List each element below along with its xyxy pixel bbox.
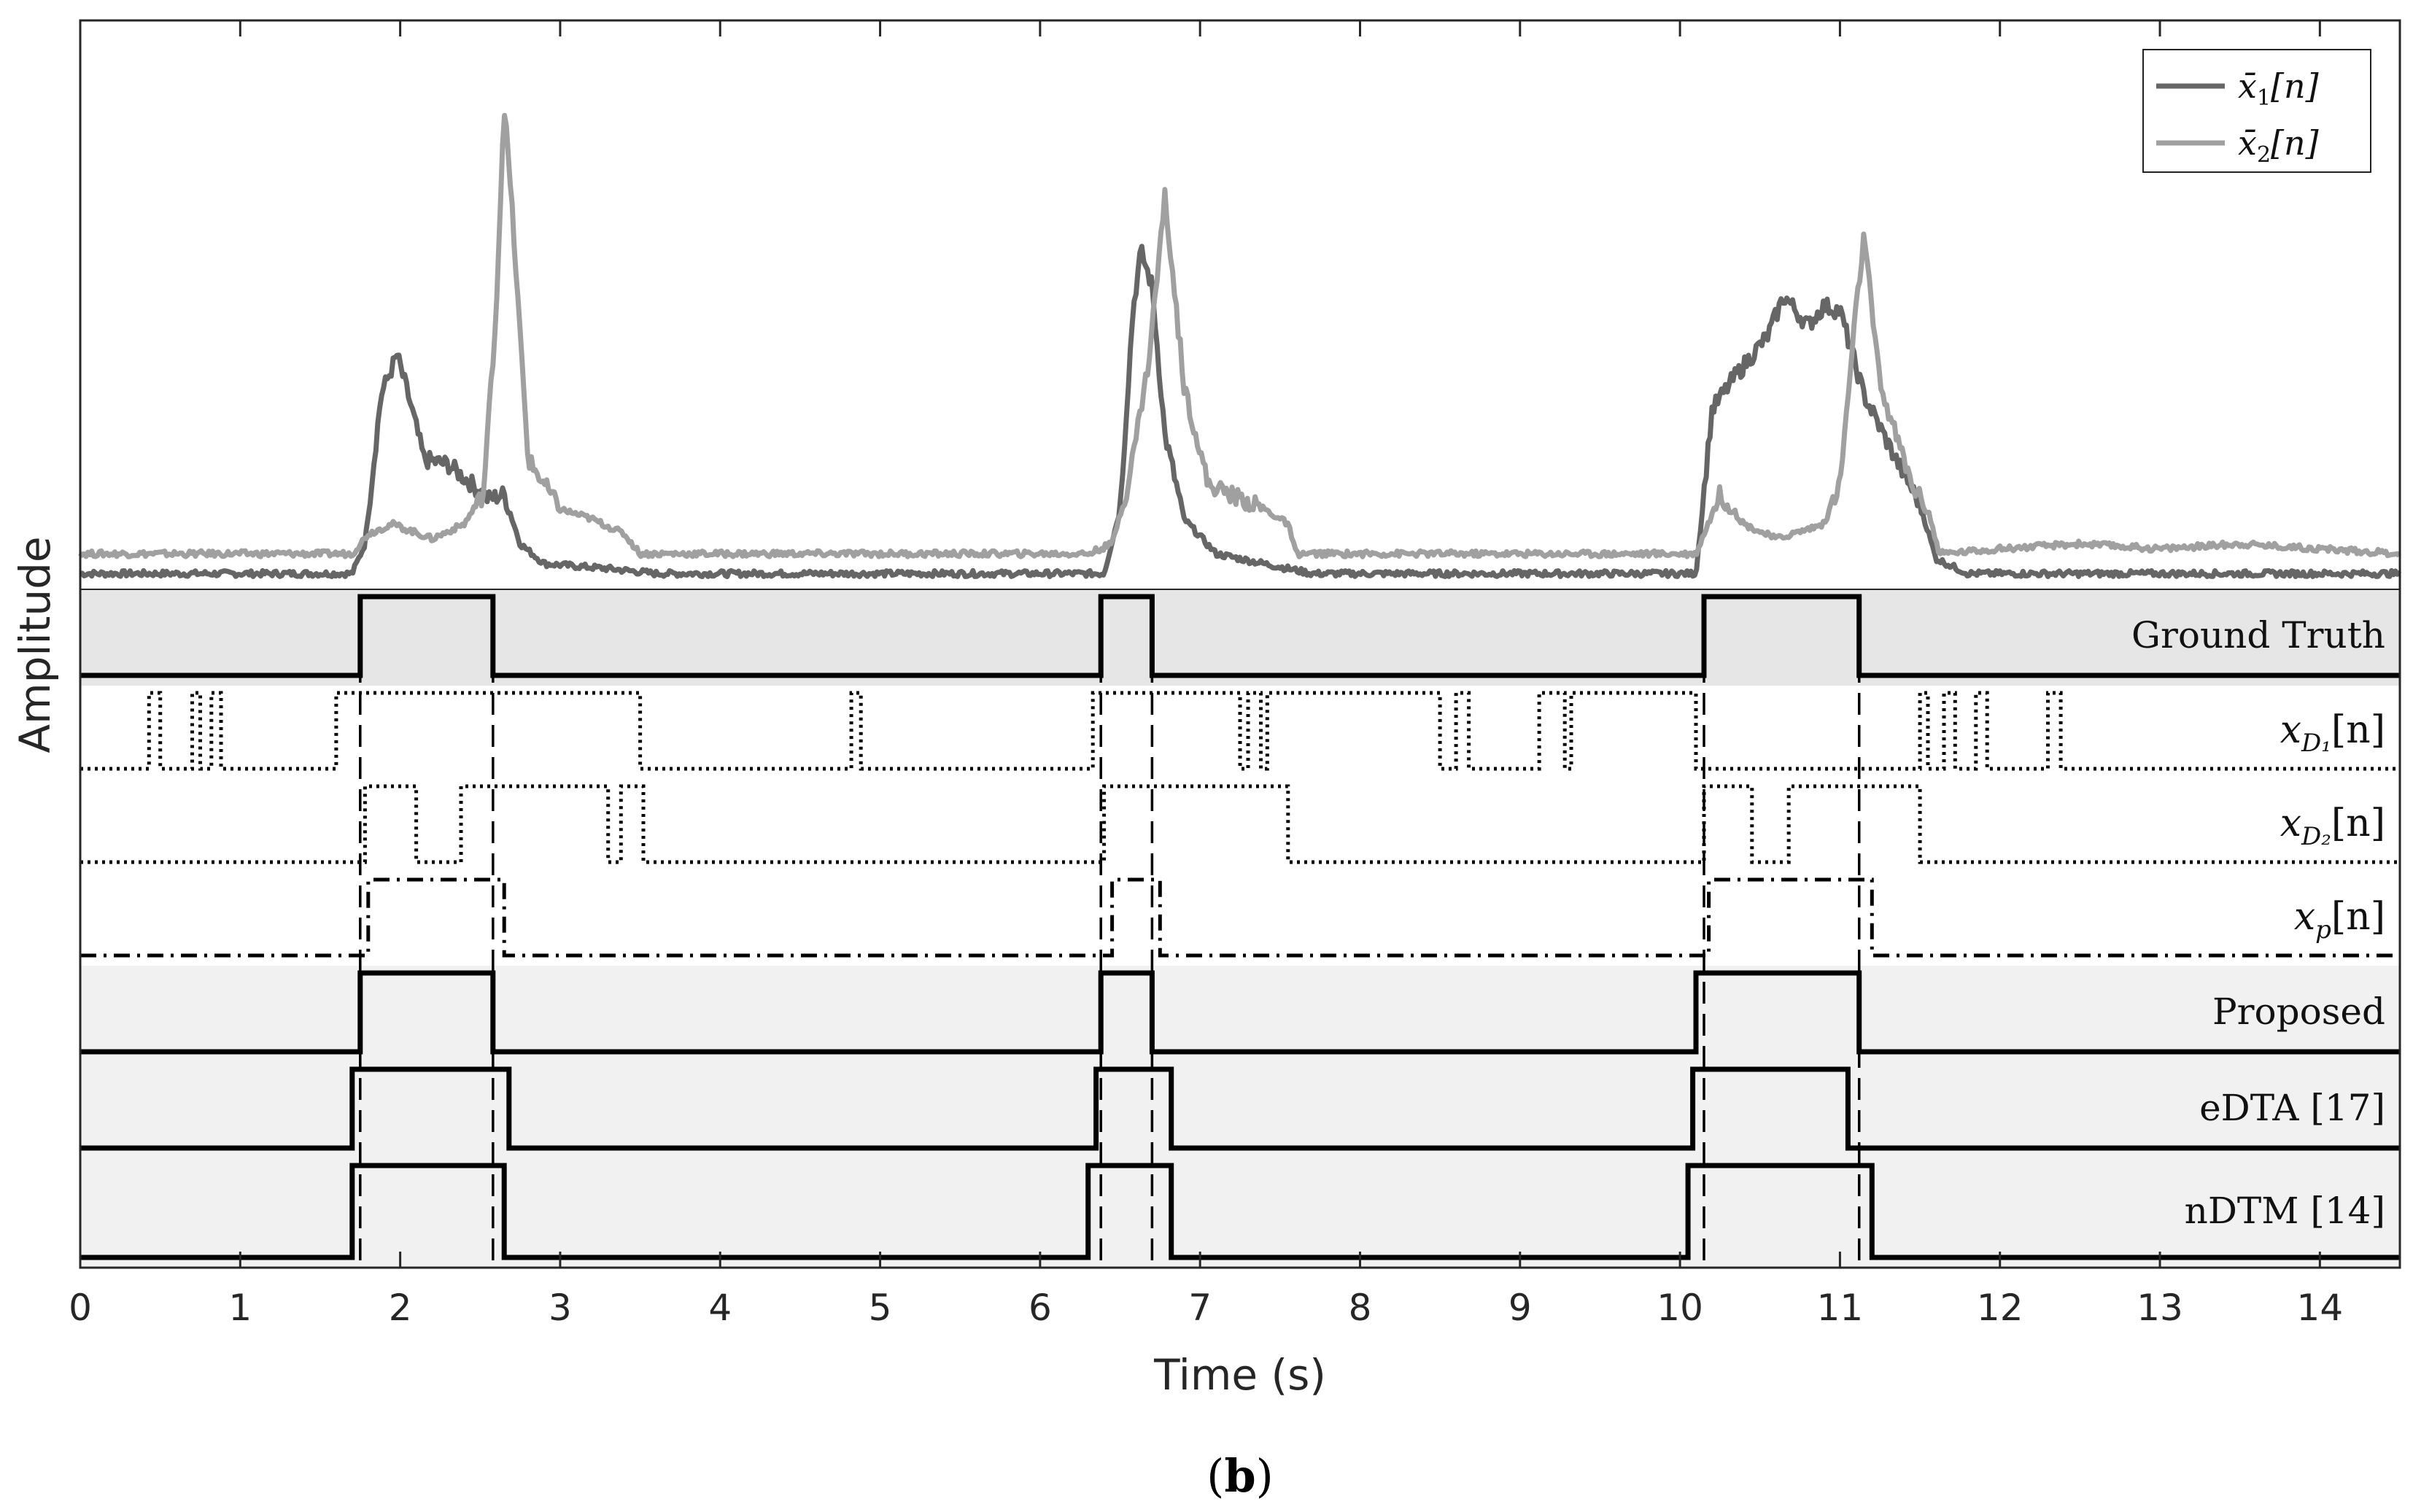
x-tick-label-10: 10 — [1657, 1287, 1703, 1329]
figure-caption: (b) — [1206, 1449, 1274, 1503]
row-label-xp: xp[n] — [2294, 895, 2385, 945]
y-axis-label: Amplitude — [10, 536, 60, 753]
legend-label-x1: x̄1[n] — [2238, 66, 2319, 111]
row-label-xp-tail: [n] — [2331, 895, 2385, 939]
row-label-ground-truth: Ground Truth — [2131, 614, 2385, 656]
row-label-xd1-sub: D₁ — [2301, 729, 2331, 758]
row-label-edta: eDTA [17] — [2199, 1087, 2385, 1129]
row-label-xd1-tail: [n] — [2331, 708, 2385, 752]
legend-x1-base: x̄ — [2238, 66, 2257, 106]
legend-x2-base: x̄ — [2238, 123, 2257, 163]
x-tick-label-4: 4 — [708, 1287, 732, 1329]
legend-x2-sub: 2 — [2257, 142, 2271, 168]
caption-close: ) — [1256, 1449, 1274, 1503]
axes-frame — [79, 19, 2401, 1269]
x-tick-label-3: 3 — [549, 1287, 572, 1329]
event-rows — [80, 594, 2400, 1260]
row-backgrounds — [80, 589, 2400, 1268]
row-label-xd1-base: x — [2280, 708, 2301, 752]
caption-letter: b — [1224, 1449, 1255, 1503]
x-tick-label-6: 6 — [1029, 1287, 1052, 1329]
row-label-xd2-base: x — [2280, 802, 2301, 845]
x-tick-label-5: 5 — [869, 1287, 892, 1329]
event-trace-row-4 — [80, 970, 2400, 1055]
signal-trace-2 — [78, 112, 2401, 559]
row-background-0 — [80, 589, 2400, 686]
x-tick-label-11: 11 — [1817, 1287, 1864, 1329]
x-tick-label-9: 9 — [1508, 1287, 1532, 1329]
legend-x1-tail: [n] — [2271, 66, 2319, 106]
row-background-6 — [80, 1158, 2400, 1268]
row-label-xd2-tail: [n] — [2331, 802, 2385, 845]
row-background-5 — [80, 1062, 2400, 1158]
row-label-xd2: xD₂[n] — [2280, 802, 2385, 851]
caption-open: ( — [1206, 1449, 1224, 1503]
event-trace-row-6 — [80, 1163, 2400, 1260]
row-label-xp-sub: p — [2315, 915, 2331, 945]
legend: x̄1[n] x̄2[n] — [2142, 49, 2371, 173]
legend-x2-tail: [n] — [2271, 123, 2319, 163]
signal-traces — [78, 112, 2402, 579]
x-tick-label-2: 2 — [389, 1287, 412, 1329]
row-label-xd2-sub: D₂ — [2301, 822, 2331, 851]
reference-dashed-lines — [359, 597, 1861, 1268]
x-tick-label-1: 1 — [228, 1287, 252, 1329]
x-tick-label-12: 12 — [1977, 1287, 2023, 1329]
x-axis-ticks: 0 1 2 3 4 5 6 7 8 9 10 11 12 13 14 — [69, 20, 2343, 1329]
legend-label-x2: x̄2[n] — [2238, 123, 2319, 168]
signal-trace-1 — [80, 244, 2402, 579]
row-label-xp-base: x — [2294, 895, 2315, 939]
row-label-xd1: xD₁[n] — [2280, 708, 2385, 758]
row-background-4 — [80, 966, 2400, 1062]
event-trace-row-3 — [80, 877, 2400, 958]
plot-frame — [79, 19, 2401, 1269]
event-trace-row-5 — [80, 1066, 2400, 1151]
x-tick-label-13: 13 — [2137, 1287, 2183, 1329]
event-trace-row-0 — [80, 594, 2400, 678]
x-tick-label-0: 0 — [69, 1287, 92, 1329]
legend-x1-sub: 1 — [2257, 85, 2271, 111]
row-label-ndtm: nDTM [14] — [2185, 1190, 2385, 1232]
event-trace-row-1 — [80, 691, 2400, 771]
row-label-proposed: Proposed — [2212, 990, 2385, 1033]
event-trace-row-2 — [80, 784, 2400, 864]
legend-box — [2142, 49, 2371, 173]
x-axis-label: Time (s) — [1153, 1350, 1326, 1400]
x-tick-label-8: 8 — [1349, 1287, 1372, 1329]
x-tick-label-14: 14 — [2297, 1287, 2344, 1329]
x-tick-label-7: 7 — [1188, 1287, 1212, 1329]
